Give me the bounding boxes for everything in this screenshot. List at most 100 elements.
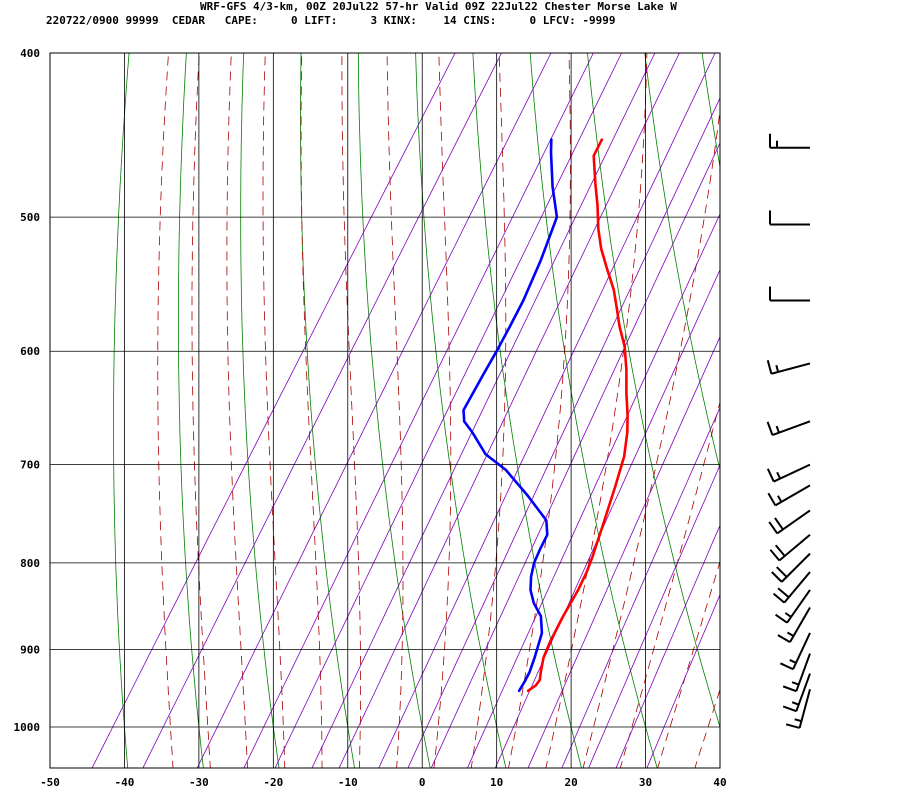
wind-barb-full — [772, 592, 785, 604]
dry-adiabat — [529, 53, 658, 768]
dry-adiabat — [731, 0, 900, 770]
wind-barb — [782, 673, 811, 713]
wind-barb-staff — [795, 673, 811, 712]
wind-barb — [769, 210, 810, 226]
x-tick-label: -50 — [40, 776, 60, 789]
wind-barb-full — [777, 587, 790, 599]
wind-barb-staff — [771, 362, 811, 375]
wind-barb — [769, 533, 811, 562]
wind-barb-half — [784, 612, 792, 618]
wind-barb-half — [789, 659, 797, 664]
dry-adiabat — [587, 53, 720, 729]
mixing-ratio-line — [561, 406, 720, 768]
dewpoint-profile-line — [462, 138, 559, 693]
moist-adiabat — [582, 107, 720, 768]
grid-lines — [50, 53, 720, 768]
background-lines — [91, 0, 900, 770]
moist-adiabat — [262, 53, 286, 768]
wind-barb — [769, 286, 810, 302]
mixing-ratio-line — [467, 213, 720, 768]
dry-adiabat — [177, 53, 204, 768]
y-tick-label: 700 — [20, 459, 40, 472]
wind-barb-staff — [772, 420, 811, 436]
mixing-ratio-line — [588, 464, 720, 768]
mixing-ratio-line — [274, 53, 623, 768]
mixing-ratio-line — [407, 97, 720, 768]
dry-adiabat — [357, 53, 431, 768]
pressure-axis: 400 500 600 700 800 900 1000 — [14, 47, 41, 734]
wind-barb-full — [766, 468, 775, 482]
y-tick-label: 600 — [20, 345, 40, 358]
wind-barb — [767, 484, 811, 507]
moist-adiabat — [619, 400, 720, 768]
dry-adiabat — [784, 0, 900, 770]
x-tick-label: 10 — [490, 776, 503, 789]
wind-barb-full — [766, 421, 774, 436]
wind-barb-staff — [776, 509, 811, 535]
mixing-ratio-line — [646, 593, 720, 768]
wind-barb-half — [791, 701, 800, 706]
wind-barb-staff — [792, 632, 811, 670]
x-tick-label: -30 — [189, 776, 209, 789]
moist-adiabat — [157, 53, 174, 768]
wind-barb — [769, 133, 810, 149]
plot-frame — [49, 52, 721, 769]
wind-barb-full — [774, 544, 786, 557]
wind-barb — [785, 689, 811, 729]
mixing-ratio-line — [338, 53, 680, 768]
mixing-ratio-line — [527, 335, 720, 768]
wind-barb-full — [777, 634, 791, 643]
wind-barb — [771, 552, 811, 583]
wind-barb — [782, 653, 811, 693]
wind-barb — [766, 359, 811, 375]
profile-series — [462, 138, 629, 693]
header-indices-line: 220722/0900 99999 CEDAR CAPE: 0 LIFT: 3 … — [46, 14, 616, 27]
x-tick-label: -40 — [115, 776, 135, 789]
dry-adiabat — [890, 0, 900, 770]
wind-barb — [779, 632, 811, 671]
wind-barb-full — [766, 359, 773, 375]
wind-barb-half — [794, 718, 802, 723]
wind-barb — [772, 571, 811, 604]
header-title-line: WRF-GFS 4/3-km, 00Z 20Jul22 57-hr Valid … — [200, 0, 677, 13]
x-tick-label: -20 — [263, 776, 283, 789]
moist-adiabat — [545, 53, 648, 768]
dry-adiabat — [701, 53, 720, 169]
temperature-axis: -50 -40 -30 -20 -10 0 10 20 30 40 — [40, 776, 727, 789]
dry-adiabat — [837, 0, 900, 770]
wind-barb-half — [777, 495, 783, 503]
mixing-ratio-line — [243, 53, 594, 768]
dry-adiabat — [300, 53, 355, 768]
moist-adiabat — [470, 53, 507, 768]
wind-barb-staff — [778, 533, 811, 562]
wind-barb-full — [774, 517, 784, 530]
x-tick-label: 40 — [713, 776, 726, 789]
wind-barb-full — [768, 521, 779, 534]
wind-barb — [766, 463, 811, 483]
wind-barb-half — [791, 681, 800, 686]
wind-barb-full — [779, 662, 794, 671]
x-tick-label: 20 — [564, 776, 577, 789]
wind-barbs — [766, 133, 811, 729]
wind-barb-full — [782, 685, 797, 693]
dry-adiabat — [113, 53, 130, 768]
moist-adiabat — [657, 560, 720, 768]
wind-barb-full — [776, 566, 788, 578]
y-tick-label: 900 — [20, 643, 40, 656]
y-tick-label: 1000 — [14, 721, 41, 734]
wind-barb-full — [771, 571, 783, 583]
moist-adiabat — [300, 53, 323, 768]
moist-adiabat — [341, 53, 362, 768]
mixing-ratio-line — [91, 53, 456, 768]
wind-barb-staff — [774, 484, 811, 507]
wind-barb-half — [786, 631, 794, 637]
wind-barb-full — [769, 549, 781, 562]
dry-adiabat — [472, 53, 582, 768]
wind-barb — [766, 420, 811, 436]
moist-adiabat — [508, 53, 571, 768]
wind-barb-full — [775, 613, 788, 624]
dry-adiabat — [240, 53, 280, 768]
wind-barb-half — [776, 471, 781, 480]
wind-barb — [775, 589, 811, 624]
